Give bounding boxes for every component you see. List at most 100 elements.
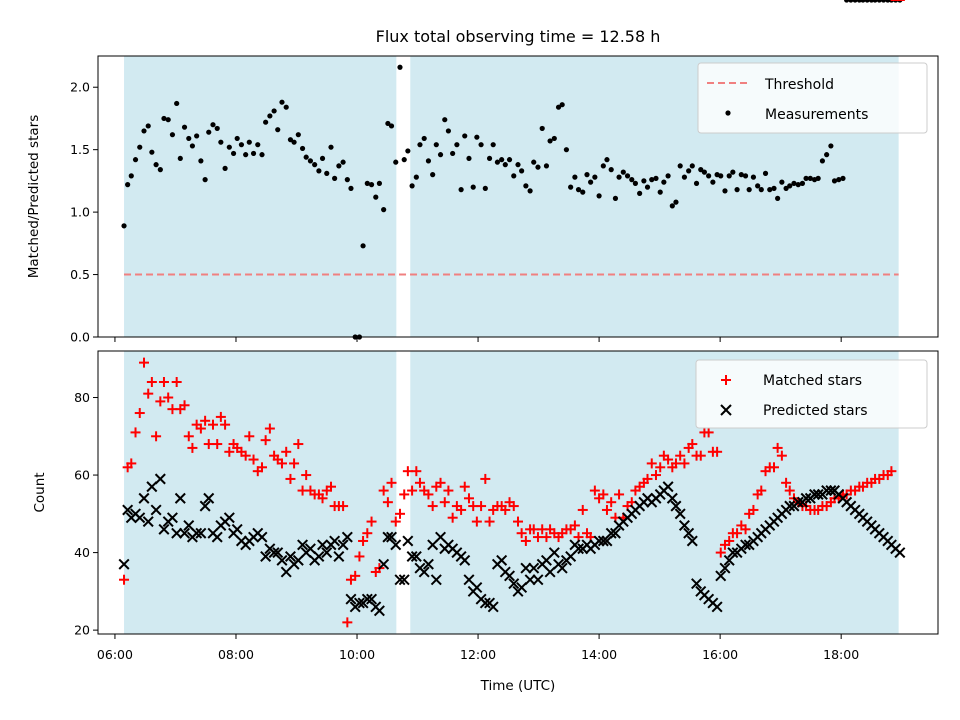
predicted-star-point <box>410 550 422 562</box>
matched-star-point <box>541 532 552 543</box>
matched-star-point <box>748 504 759 515</box>
matched-legend-swatch <box>721 375 731 385</box>
measurement-point <box>250 150 257 157</box>
measurement-point <box>795 182 801 188</box>
predicted-star-point <box>812 488 824 500</box>
measurement-point <box>803 175 809 181</box>
measurement-point <box>388 123 395 129</box>
predicted-star-stroke <box>715 570 727 582</box>
measurement-point <box>527 188 533 194</box>
predicted-star-stroke <box>256 531 268 543</box>
predicted-star-point <box>670 500 682 512</box>
predicted-star-stroke <box>666 492 678 504</box>
matched-star-point <box>784 485 795 496</box>
measurement-point <box>815 175 821 181</box>
measurement-point <box>287 137 294 143</box>
measurement-point <box>234 135 240 142</box>
matched-star-point <box>362 528 373 539</box>
measurement-point <box>860 0 866 3</box>
matched-star-point <box>394 508 405 519</box>
matched-star-point <box>781 477 792 488</box>
top-y-tick-label: 2.0 <box>70 80 90 95</box>
predicted-star-stroke <box>601 535 613 547</box>
predicted-star-stroke <box>134 512 146 524</box>
measurement-point <box>762 170 769 176</box>
matched-star-point <box>350 570 361 581</box>
matched-star-point <box>183 431 194 442</box>
measurement-point <box>840 175 846 181</box>
measurement-point <box>600 163 606 169</box>
predicted-star-point <box>166 512 178 524</box>
predicted-star-stroke <box>719 562 731 574</box>
measurement-point <box>218 139 224 145</box>
predicted-star-stroke <box>390 539 402 551</box>
measurement-point <box>620 169 626 175</box>
predicted-star-point <box>528 562 540 574</box>
predicted-star-stroke <box>183 519 195 531</box>
matched-star-point <box>289 458 300 469</box>
measurement-point <box>608 167 614 173</box>
measurement-point <box>755 183 761 189</box>
predicted-star-stroke <box>223 512 235 524</box>
measurement-point <box>677 163 683 169</box>
top-legend: Threshold Measurements <box>697 62 928 134</box>
matched-star-point <box>130 427 141 438</box>
matched-star-point <box>732 528 743 539</box>
matched-legend-label: Matched stars <box>763 373 862 389</box>
matched-star-point <box>317 493 328 504</box>
x-tick-label: 14:00 <box>581 647 617 662</box>
predicted-star-stroke <box>154 473 166 485</box>
measurement-point <box>230 150 237 157</box>
predicted-star-point <box>683 527 695 539</box>
measurement-point <box>551 135 557 142</box>
measurement-point <box>547 138 553 144</box>
predicted-star-stroke <box>231 523 243 535</box>
matched-star-point <box>516 528 527 539</box>
predicted-star-stroke <box>825 485 837 497</box>
measurement-point <box>381 207 387 213</box>
predicted-star-stroke <box>317 539 329 551</box>
measurements-legend-label: Measurements <box>765 107 868 123</box>
measurement-point <box>478 142 484 148</box>
measurement-point <box>312 162 318 168</box>
predicted-star-point <box>199 500 211 512</box>
predicted-star-point <box>516 581 528 593</box>
measurement-point <box>145 123 151 129</box>
predicted-star-point <box>150 504 162 516</box>
matched-star-point <box>171 377 182 388</box>
matched-star-point <box>459 481 470 492</box>
matched-star-point <box>146 377 157 388</box>
predicted-star-stroke <box>329 535 341 547</box>
predicted-star-stroke <box>792 496 804 508</box>
measurement-point <box>722 188 728 194</box>
threshold-legend-label: Threshold <box>764 77 834 93</box>
measurement-point <box>405 148 411 154</box>
predicted-star-stroke <box>122 504 134 516</box>
predicted-star-point <box>329 535 341 547</box>
measurement-point <box>149 149 155 155</box>
measurement-point <box>698 167 704 173</box>
predicted-star-stroke <box>504 570 516 582</box>
predicted-star-stroke <box>353 597 365 609</box>
predicted-star-stroke <box>496 554 508 566</box>
matched-star-point <box>715 547 726 558</box>
matched-star-point <box>143 388 154 399</box>
predicted-star-point <box>686 535 698 547</box>
predicted-star-point <box>304 543 316 555</box>
matched-star-point <box>257 462 268 473</box>
bottom-legend: Matched stars Predicted stars <box>695 359 928 429</box>
measurement-point <box>336 163 342 169</box>
matched-star-point <box>200 415 211 426</box>
matched-star-point <box>463 493 474 504</box>
measurement-point <box>137 144 143 150</box>
matched-star-point <box>655 462 666 473</box>
top-x-ticks <box>114 337 842 342</box>
matched-star-point <box>407 485 418 496</box>
top-y-axis-label: Matched/Predicted stars <box>26 115 42 278</box>
matched-star-point <box>248 454 259 465</box>
measurement-point <box>243 152 249 158</box>
predicted-star-stroke <box>406 550 418 562</box>
measurement-point <box>316 168 322 174</box>
measurement-point <box>563 147 570 153</box>
